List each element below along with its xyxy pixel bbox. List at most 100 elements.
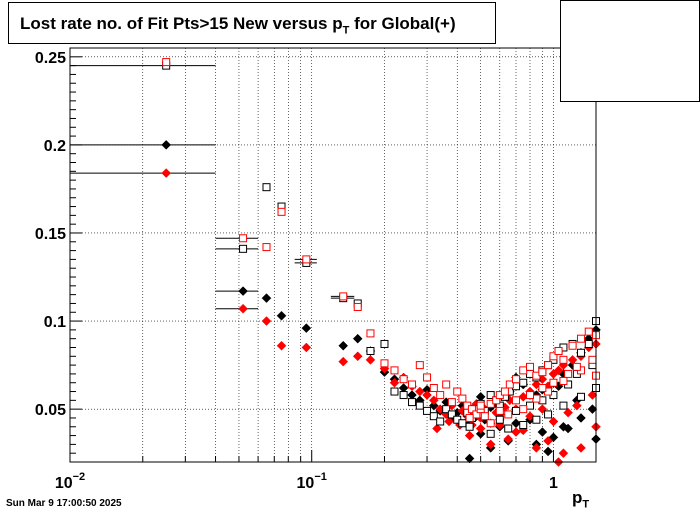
- point-new: [525, 411, 535, 422]
- point-old: [353, 302, 362, 311]
- point-old: [429, 412, 438, 421]
- point-old: [480, 412, 489, 421]
- point-new: [587, 390, 598, 400]
- point-old: [399, 375, 408, 384]
- point-old: [511, 375, 520, 384]
- point-old: [277, 207, 286, 216]
- point-new: [338, 340, 349, 351]
- point-new: [558, 448, 569, 459]
- point-old: [572, 362, 581, 371]
- point-old: [526, 401, 535, 410]
- point-old: [576, 392, 585, 401]
- point-old: [458, 419, 467, 428]
- point-old: [415, 401, 424, 410]
- point-new: [261, 293, 272, 304]
- point-old: [495, 415, 504, 424]
- point-new: [414, 386, 425, 397]
- tick-labels: 0.05 0.1 0.15 0.2 0.25 10−2 10−1 1: [35, 50, 558, 492]
- point-new: [276, 310, 287, 321]
- point-old: [519, 421, 528, 430]
- title-box: Lost rate no. of Fit Pts>15 New versus p…: [8, 2, 496, 44]
- plot-frame: [69, 47, 597, 463]
- point-old: [399, 391, 408, 400]
- point-new: [543, 446, 553, 457]
- point-old: [564, 369, 573, 378]
- point-old: [408, 380, 417, 389]
- point-new: [464, 430, 475, 441]
- point-old: [486, 429, 495, 438]
- point-old: [436, 391, 445, 400]
- point-old: [500, 387, 509, 396]
- point-old: [519, 405, 528, 414]
- point-old: [549, 352, 558, 361]
- point-old: [390, 366, 399, 375]
- y-tick-label: 0.2: [44, 138, 66, 155]
- point-new: [389, 377, 400, 388]
- point-old: [442, 405, 451, 414]
- point-new: [587, 404, 598, 415]
- point-old: [588, 355, 597, 364]
- point-old: [436, 417, 445, 426]
- x-tick-label: 10−1: [297, 471, 327, 492]
- y-tick-label: 0.25: [35, 50, 66, 67]
- point-old: [380, 339, 389, 348]
- point-old: [476, 401, 485, 410]
- point-new: [576, 443, 586, 453]
- point-new: [276, 340, 287, 351]
- point-new: [537, 427, 548, 437]
- point-old: [559, 401, 568, 410]
- point-old: [576, 334, 585, 343]
- point-new: [365, 354, 376, 365]
- point-old: [442, 380, 451, 389]
- point-old: [526, 362, 535, 371]
- point-old: [453, 387, 462, 396]
- point-old: [447, 398, 456, 407]
- point-old: [415, 361, 424, 370]
- axis-ticks: [69, 56, 554, 462]
- point-old: [423, 406, 432, 415]
- point-new: [338, 356, 349, 367]
- point-old: [538, 384, 547, 393]
- point-old: [339, 292, 348, 301]
- timestamp-footer: Sun Mar 9 17:00:50 2025: [6, 498, 122, 509]
- point-new: [553, 365, 564, 376]
- point-new: [485, 439, 496, 450]
- point-old: [366, 329, 375, 338]
- point-new: [531, 443, 542, 453]
- point-new: [161, 140, 172, 150]
- point-new: [161, 168, 172, 178]
- data-points: [161, 58, 601, 467]
- point-old: [505, 380, 514, 389]
- point-old: [465, 413, 474, 422]
- point-old: [486, 419, 495, 428]
- point-new: [238, 303, 248, 314]
- point-new: [511, 427, 521, 437]
- point-new: [475, 423, 486, 434]
- point-old: [366, 347, 375, 356]
- point-old: [538, 368, 547, 377]
- point-new: [464, 453, 475, 464]
- point-new: [475, 428, 486, 439]
- point-old: [504, 410, 513, 419]
- point-old: [408, 398, 417, 407]
- point-old: [423, 373, 432, 382]
- chart-title: Lost rate no. of Fit Pts>15 New versus p…: [20, 14, 456, 36]
- point-old: [162, 58, 171, 67]
- point-new: [576, 413, 586, 423]
- point-old: [495, 406, 504, 415]
- point-old: [486, 391, 495, 400]
- y-tick-label: 0.05: [35, 402, 66, 419]
- point-old: [262, 243, 271, 252]
- point-old: [549, 378, 558, 387]
- point-new: [563, 407, 573, 418]
- point-new: [572, 400, 582, 411]
- point-old: [380, 359, 389, 368]
- point-new: [432, 423, 442, 434]
- point-old: [467, 405, 476, 414]
- point-new: [422, 390, 432, 400]
- point-old: [559, 355, 568, 364]
- point-old: [262, 183, 271, 192]
- point-old: [239, 244, 248, 253]
- point-old: [511, 406, 520, 415]
